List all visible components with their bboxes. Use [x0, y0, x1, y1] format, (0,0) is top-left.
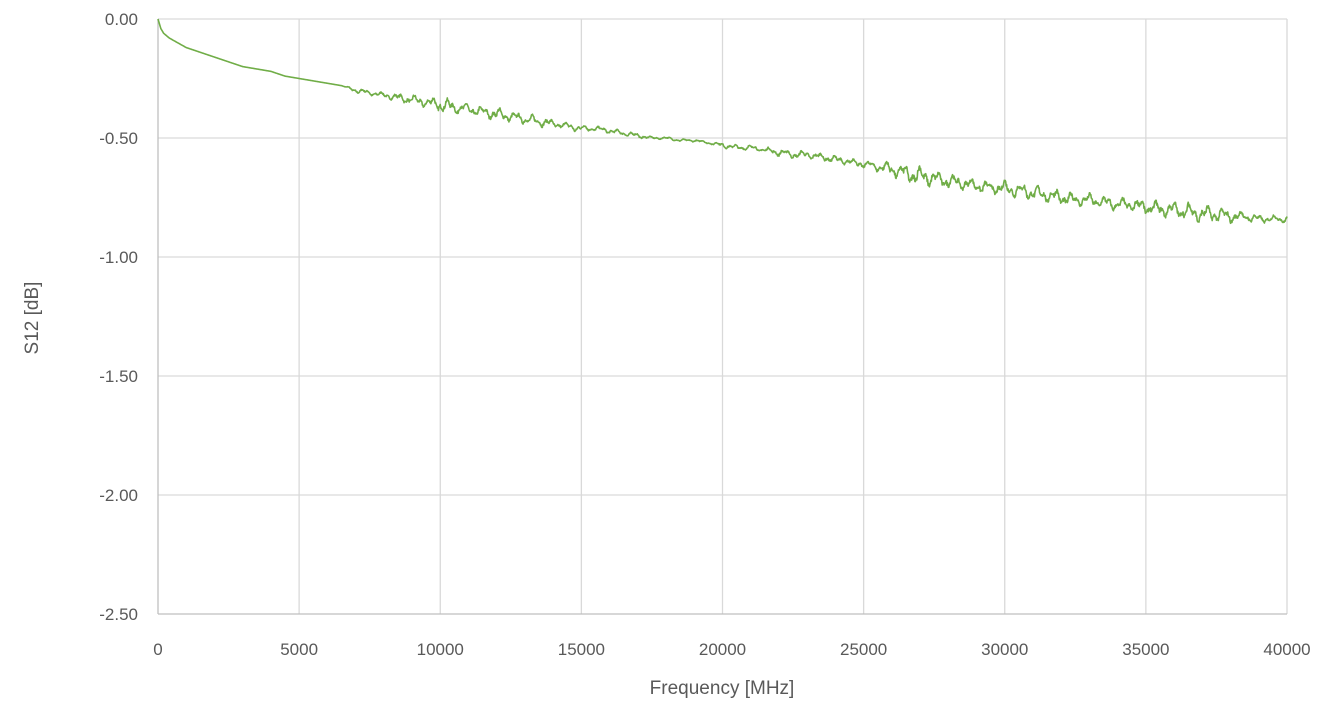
series-layer	[157, 18, 1288, 225]
y-tick-label: -1.00	[99, 248, 138, 267]
y-tick-label: -0.50	[99, 129, 138, 148]
y-tick-label: -1.50	[99, 367, 138, 386]
x-tick-label: 10000	[417, 640, 464, 659]
x-tick-label: 15000	[558, 640, 605, 659]
x-tick-label: 25000	[840, 640, 887, 659]
x-tick-label: 40000	[1263, 640, 1310, 659]
gridlines	[158, 18, 1288, 614]
y-tick-label: -2.50	[99, 605, 138, 624]
y-tick-label: -2.00	[99, 486, 138, 505]
x-axis-tick-labels: 0 5000 10000 15000 20000 25000 30000 35000 40000	[153, 640, 1310, 659]
x-tick-label: 0	[153, 640, 162, 659]
series-line	[157, 18, 1288, 225]
y-axis-title: S12 [dB]	[22, 282, 43, 355]
x-axis-title: Frequency [MHz]	[650, 678, 795, 699]
y-axis-tick-labels: 0.00 -0.50 -1.00 -1.50 -2.00 -2.50	[99, 10, 138, 624]
x-tick-label: 30000	[981, 640, 1028, 659]
axes	[157, 19, 1287, 615]
y-tick-label: 0.00	[105, 10, 138, 29]
x-tick-label: 35000	[1122, 640, 1169, 659]
x-tick-label: 5000	[280, 640, 318, 659]
x-tick-label: 20000	[699, 640, 746, 659]
